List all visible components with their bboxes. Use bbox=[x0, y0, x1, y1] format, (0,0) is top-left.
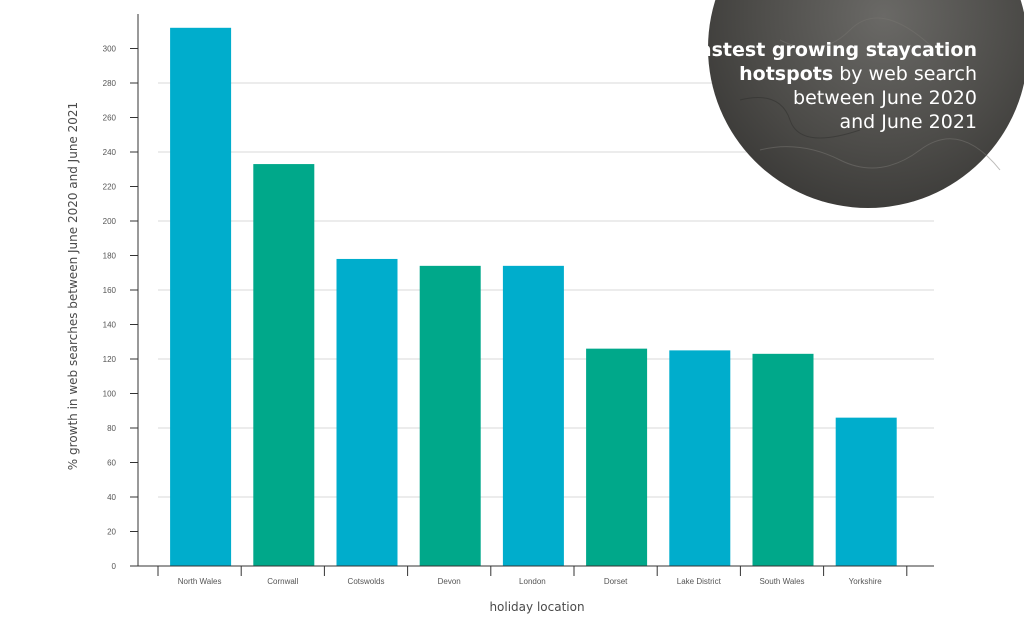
bar bbox=[586, 348, 648, 566]
x-tick-label: Dorset bbox=[604, 577, 628, 586]
x-axis-title: holiday location bbox=[489, 600, 584, 614]
bar bbox=[170, 27, 232, 567]
y-tick-label: 120 bbox=[103, 355, 117, 364]
title-line: hotspots by web search bbox=[739, 63, 977, 85]
y-tick-label: 40 bbox=[107, 493, 116, 502]
texture-line bbox=[779, 17, 931, 49]
y-tick-label: 20 bbox=[107, 528, 116, 537]
y-tick-label: 180 bbox=[103, 252, 117, 261]
y-tick-label: 300 bbox=[103, 45, 117, 54]
y-tick-label: 260 bbox=[103, 114, 117, 123]
title-line: between June 2020 bbox=[793, 87, 977, 109]
y-tick-label: 160 bbox=[103, 286, 117, 295]
y-tick-label: 200 bbox=[103, 217, 117, 226]
y-axis-title: % growth in web searches between June 20… bbox=[66, 102, 80, 470]
y-tick-label: 60 bbox=[107, 459, 116, 468]
bar bbox=[752, 353, 814, 566]
bar bbox=[835, 417, 897, 566]
y-tick-label: 140 bbox=[103, 321, 117, 330]
x-tick-label: Cotswolds bbox=[348, 577, 385, 586]
y-tick-label: 0 bbox=[112, 562, 117, 571]
bar bbox=[253, 164, 315, 566]
x-tick-label: Yorkshire bbox=[849, 577, 883, 586]
x-tick-label: Lake District bbox=[677, 577, 722, 586]
title-circle-background bbox=[708, 0, 1024, 208]
title-normal-span: by web search bbox=[833, 63, 977, 85]
y-tick-label: 240 bbox=[103, 148, 117, 157]
x-tick-label: South Wales bbox=[759, 577, 804, 586]
title-line: and June 2021 bbox=[839, 111, 977, 133]
bars bbox=[170, 27, 897, 567]
title-bold-span: Fastest growing staycation bbox=[687, 39, 977, 61]
bar bbox=[502, 265, 564, 566]
title-normal-span: between June 2020 bbox=[793, 87, 977, 109]
bar bbox=[669, 350, 731, 566]
x-tick-label: Cornwall bbox=[267, 577, 298, 586]
x-tick-labels: North Wales Cornwall Cotswolds Devon London D… bbox=[157, 566, 908, 586]
texture-line bbox=[739, 97, 861, 139]
bar bbox=[336, 258, 398, 566]
y-tick-labels: 0 20 40 60 80 100 120 140 160 180 200 220 240 260 280 3… bbox=[103, 45, 138, 571]
title-bold-span: hotspots bbox=[739, 63, 833, 85]
title-line: Fastest growing staycation bbox=[687, 39, 977, 61]
x-tick-label: North Wales bbox=[178, 577, 222, 586]
y-tick-label: 280 bbox=[103, 79, 117, 88]
y-tick-label: 220 bbox=[103, 183, 117, 192]
x-tick-label: London bbox=[519, 577, 546, 586]
texture-line bbox=[759, 138, 1001, 171]
y-tick-label: 80 bbox=[107, 424, 116, 433]
bar bbox=[419, 265, 481, 566]
x-tick-label: Devon bbox=[438, 577, 461, 586]
y-tick-label: 100 bbox=[103, 390, 117, 399]
title-normal-span: and June 2021 bbox=[839, 111, 977, 133]
